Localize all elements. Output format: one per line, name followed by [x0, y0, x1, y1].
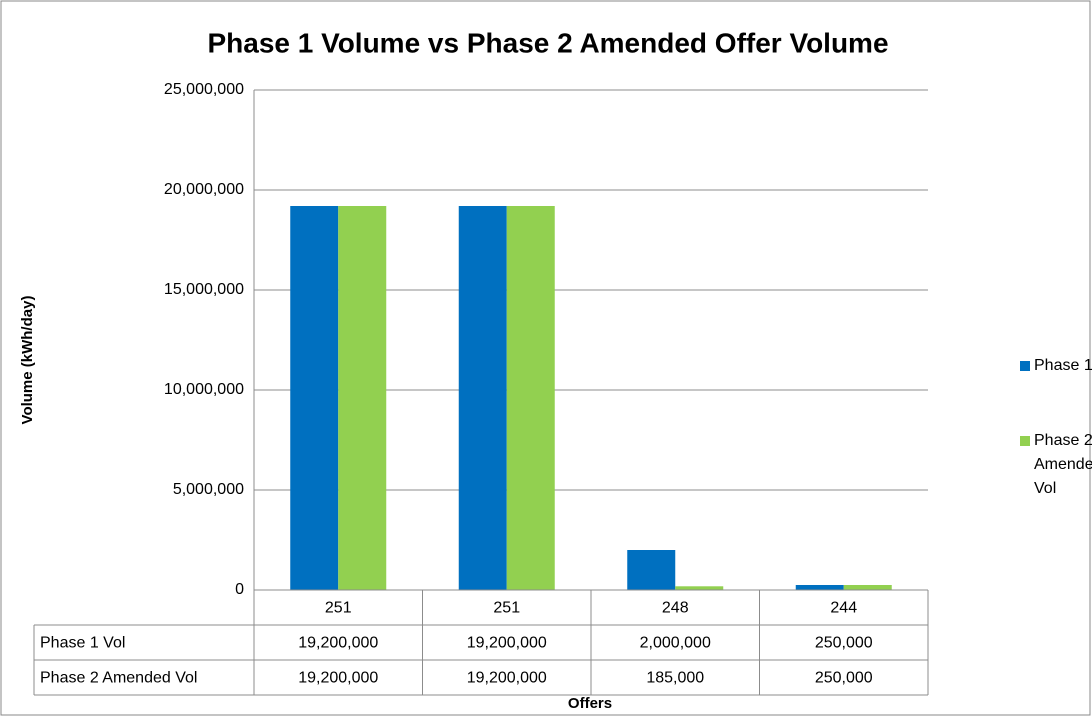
legend-label: Phase 1 Vol: [1034, 357, 1092, 374]
x-tick-label: 251: [325, 600, 352, 617]
bar: [627, 550, 676, 590]
table-row-label: Phase 1 Vol: [40, 635, 125, 652]
table-cell: 19,200,000: [467, 670, 547, 687]
bar: [338, 206, 387, 590]
table-cell: 19,200,000: [467, 635, 547, 652]
bar: [458, 206, 507, 590]
bar: [843, 585, 892, 590]
x-axis-label: Offers: [568, 695, 612, 712]
table-cell: 250,000: [815, 670, 873, 687]
y-tick-label: 5,000,000: [173, 481, 244, 498]
bar: [290, 206, 339, 590]
y-tick-label: 20,000,000: [164, 181, 244, 198]
y-tick-label: 15,000,000: [164, 281, 244, 298]
legend-swatch: [1020, 361, 1030, 371]
y-tick-label: 0: [235, 581, 244, 598]
chart-title: Phase 1 Volume vs Phase 2 Amended Offer …: [207, 27, 888, 58]
x-tick-label: 248: [662, 600, 689, 617]
legend-swatch: [1020, 436, 1030, 446]
legend-label: Phase 2 Amended Vol: [1034, 432, 1092, 497]
x-tick-label: 251: [493, 600, 520, 617]
y-tick-label: 25,000,000: [164, 81, 244, 98]
table-cell: 19,200,000: [298, 635, 378, 652]
table-cell: 250,000: [815, 635, 873, 652]
table-cell: 19,200,000: [298, 670, 378, 687]
bar: [675, 586, 724, 590]
table-cell: 2,000,000: [640, 635, 711, 652]
table-cell: 185,000: [646, 670, 704, 687]
x-tick-label: 244: [830, 600, 857, 617]
table-row-label: Phase 2 Amended Vol: [40, 670, 197, 687]
bar: [795, 585, 844, 590]
bar: [506, 206, 555, 590]
y-axis-label: Volume (kWh/day): [19, 296, 36, 425]
y-tick-label: 10,000,000: [164, 381, 244, 398]
